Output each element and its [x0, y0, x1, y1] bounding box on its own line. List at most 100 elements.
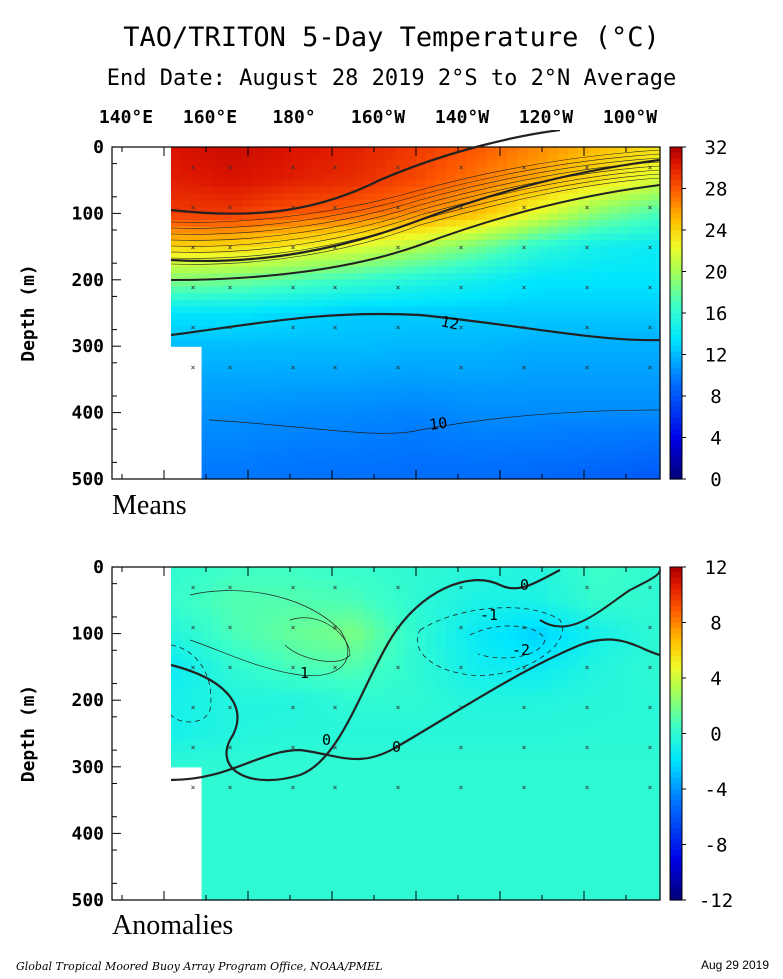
heatmap-cell — [497, 646, 508, 655]
heatmap-cell — [476, 653, 488, 661]
heatmap-cell — [344, 593, 355, 601]
heatmap-cell — [334, 726, 345, 735]
heatmap-cell — [609, 567, 620, 575]
heatmap-cell — [517, 326, 529, 334]
heatmap-cell — [547, 213, 559, 221]
heatmap-cell — [201, 286, 213, 294]
heatmap-cell — [456, 220, 468, 228]
heatmap-cell — [629, 813, 641, 821]
heatmap-cell — [497, 220, 508, 228]
heatmap-cell — [374, 319, 386, 327]
heatmap-cell — [425, 726, 437, 735]
heatmap-cell — [466, 359, 478, 367]
heatmap-cell — [629, 366, 641, 374]
heatmap-cell — [476, 445, 488, 454]
heatmap-cell — [446, 673, 457, 681]
heatmap-cell — [629, 693, 641, 701]
heatmap-cell — [435, 820, 447, 828]
heatmap-cell — [598, 472, 610, 480]
heatmap-cell — [201, 626, 213, 635]
heatmap-cell — [395, 613, 406, 621]
heatmap-cell — [201, 220, 213, 228]
heatmap-cell — [364, 246, 376, 254]
heatmap-cell — [232, 200, 243, 208]
heatmap-cell — [334, 379, 345, 387]
heatmap-cell — [466, 753, 478, 761]
colorbar-swatch — [670, 872, 682, 879]
heatmap-cell — [547, 266, 559, 274]
heatmap-cell — [415, 626, 427, 635]
heatmap-cell — [171, 253, 182, 261]
heatmap-cell — [435, 366, 447, 374]
heatmap-cell — [435, 580, 447, 588]
heatmap-cell — [527, 359, 539, 367]
heatmap-cell — [435, 693, 447, 701]
heatmap-cell — [639, 173, 651, 181]
heatmap-cell — [588, 459, 600, 467]
heatmap-cell — [272, 740, 284, 748]
heatmap-cell — [649, 439, 661, 447]
heatmap-cell — [272, 693, 284, 701]
heatmap-cell — [313, 459, 325, 467]
heatmap-cell — [415, 886, 427, 894]
heatmap-cell — [221, 573, 233, 581]
heatmap-cell — [405, 746, 417, 755]
heatmap-cell — [476, 459, 488, 467]
heatmap-cell — [415, 200, 427, 208]
heatmap-cell — [486, 880, 498, 888]
heatmap-cell — [313, 866, 325, 874]
heatmap-cell — [191, 726, 203, 735]
heatmap-cell — [547, 253, 559, 261]
heatmap-cell — [547, 239, 559, 248]
heatmap-cell — [517, 173, 529, 181]
heatmap-cell — [537, 160, 549, 168]
colorbar-swatch — [670, 678, 682, 685]
heatmap-cell — [558, 465, 569, 473]
heatmap-cell — [415, 633, 427, 641]
heatmap-cell — [446, 220, 457, 228]
heatmap-cell — [456, 332, 468, 341]
heatmap-cell — [558, 833, 569, 841]
heatmap-cell — [221, 653, 233, 661]
heatmap-cell — [568, 425, 580, 434]
heatmap-cell — [609, 419, 620, 427]
heatmap-cell — [588, 273, 600, 281]
heatmap-cell — [517, 760, 529, 768]
heatmap-cell — [588, 286, 600, 294]
heatmap-cell — [609, 886, 620, 894]
heatmap-cell — [334, 666, 345, 675]
heatmap-cell — [262, 326, 274, 334]
heatmap-cell — [395, 626, 406, 635]
heatmap-cell — [242, 766, 254, 775]
heatmap-cell — [405, 166, 417, 175]
y-axis-title: Depth (m) — [18, 264, 39, 362]
heatmap-cell — [568, 853, 580, 861]
heatmap-cell — [446, 160, 457, 168]
heatmap-cell — [344, 459, 355, 467]
heatmap-cell — [323, 686, 335, 695]
colorbar-swatch — [670, 451, 682, 458]
heatmap-cell — [354, 853, 366, 861]
heatmap-cell — [211, 412, 223, 420]
y-tick-label: 500 — [71, 890, 104, 911]
heatmap-cell — [578, 766, 590, 775]
sample-marker: × — [585, 243, 590, 252]
heatmap-cell — [578, 293, 590, 301]
heatmap-cell — [476, 680, 488, 688]
colorbar-swatch — [670, 811, 682, 818]
heatmap-cell — [609, 206, 620, 214]
heatmap-cell — [619, 412, 631, 420]
heatmap-cell — [313, 372, 325, 380]
heatmap-cell — [395, 853, 406, 861]
heatmap-cell — [547, 706, 559, 715]
heatmap-cell — [191, 160, 203, 168]
heatmap-cell — [323, 593, 335, 601]
heatmap-cell — [374, 646, 386, 655]
heatmap-cell — [252, 880, 264, 888]
heatmap-cell — [272, 226, 284, 234]
heatmap-cell — [415, 826, 427, 834]
heatmap-cell — [456, 193, 468, 201]
heatmap-cell — [578, 686, 590, 695]
heatmap-cell — [384, 319, 396, 327]
